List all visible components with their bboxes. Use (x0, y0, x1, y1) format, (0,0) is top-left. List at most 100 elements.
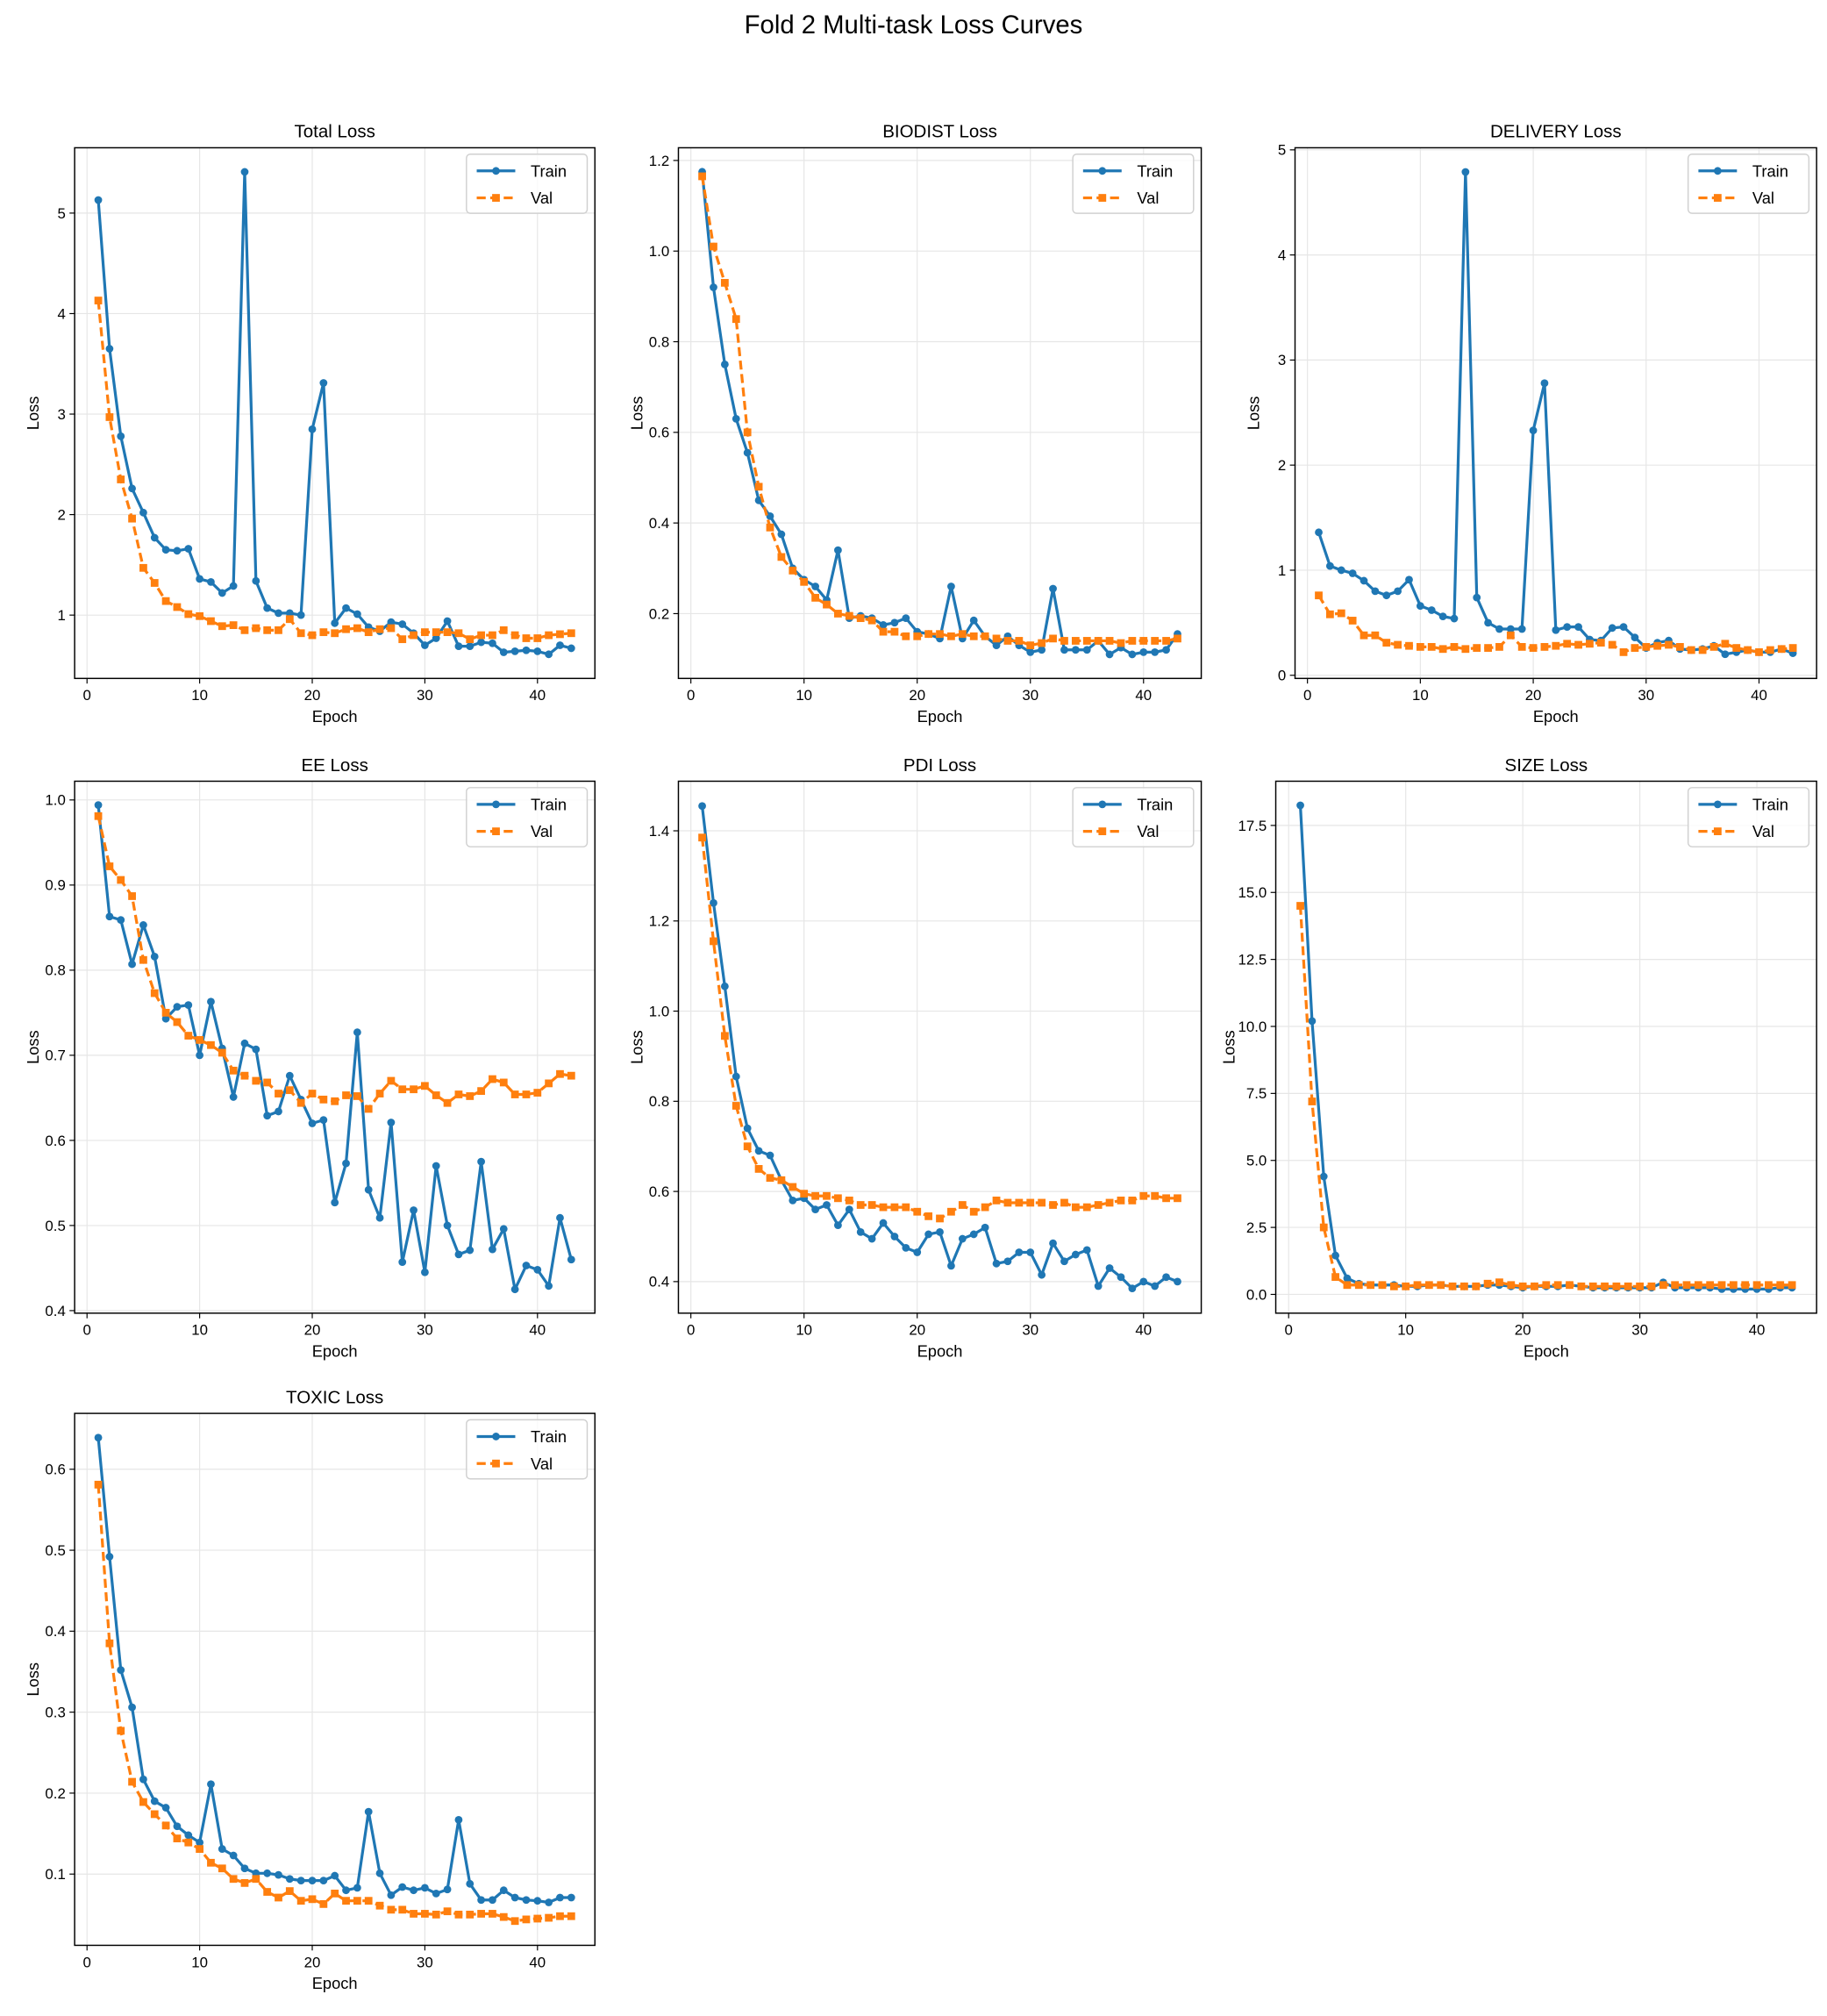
train-point (947, 1262, 955, 1270)
series-val (94, 811, 575, 1113)
val-point (510, 1090, 519, 1098)
series-val (1315, 591, 1797, 656)
val-point (1139, 637, 1148, 645)
y-axis-label: Loss (24, 1662, 42, 1697)
train-point (845, 1205, 853, 1214)
val-point (1424, 1281, 1433, 1290)
legend-train-label: Train (1137, 795, 1173, 813)
x-tick-label: 40 (1751, 687, 1767, 704)
train-point (285, 1875, 294, 1884)
series-val (698, 833, 1181, 1223)
legend: Train Val (466, 154, 589, 214)
val-point (958, 630, 967, 639)
train-point (477, 1157, 485, 1166)
train-point (522, 1262, 531, 1269)
val-point (1128, 637, 1137, 645)
y-tick-label: 0.7 (45, 1047, 65, 1064)
train-point (1162, 646, 1170, 654)
val-point (364, 628, 373, 637)
y-tick-label: 0.4 (649, 1274, 669, 1290)
axes-frame (74, 780, 596, 1314)
train-point (150, 1797, 159, 1805)
subplot-biodist-loss: 0 10 20 30 40 0.2 0.4 0.6 0.8 1.0 1.2 BIODIST Loss E… (627, 122, 1203, 726)
train-point (331, 618, 339, 627)
train-point (1105, 1264, 1114, 1272)
val-line (700, 175, 1178, 647)
train-point (105, 912, 114, 921)
val-point (296, 1897, 305, 1905)
subplot-ee-loss: 0 10 20 30 40 0.4 0.5 0.6 0.7 0.8 0.9 1.0 EE Loss Epo… (24, 755, 596, 1361)
train-point (1174, 1277, 1181, 1286)
val-point (1315, 591, 1323, 600)
val-point (1744, 646, 1752, 654)
train-point (432, 1889, 440, 1898)
x-tick-label: 20 (909, 1322, 925, 1339)
train-point (240, 1864, 249, 1873)
train-point (823, 1201, 831, 1209)
y-tick-label: 0.6 (45, 1133, 65, 1149)
val-point (319, 1095, 328, 1104)
train-point (229, 1851, 238, 1860)
val-line (96, 815, 572, 1111)
train-point (1721, 650, 1730, 659)
val-point (1495, 642, 1503, 651)
legend-box (1072, 154, 1195, 214)
val-point (94, 297, 103, 304)
val-point (1706, 1281, 1715, 1290)
subplot-total-loss: 0 10 20 30 40 1 2 3 4 5 Total Loss Epoch Loss Train Va… (24, 122, 596, 726)
train-point (1071, 1250, 1080, 1259)
train-point (161, 1804, 170, 1812)
series-val (1296, 902, 1796, 1290)
val-point (777, 553, 786, 561)
val-point (410, 631, 417, 640)
val-point (240, 626, 249, 634)
train-point (1026, 1248, 1035, 1256)
train-point (353, 610, 361, 618)
val-point (522, 1090, 531, 1098)
legend-train-label: Train (1137, 161, 1173, 180)
val-point (1394, 640, 1402, 649)
val-point (161, 1008, 170, 1017)
x-tick-label: 10 (191, 1322, 208, 1339)
train-point (1438, 612, 1447, 621)
x-tick-label: 40 (1135, 1322, 1152, 1339)
train-point (184, 1831, 193, 1840)
val-line (1298, 905, 1793, 1288)
train-point (1337, 566, 1345, 575)
val-point (1755, 647, 1763, 656)
val-point (879, 627, 888, 636)
train-point (567, 1255, 575, 1264)
train-point (128, 960, 136, 969)
legend-val-marker (492, 1459, 500, 1468)
y-tick-label: 1.2 (649, 153, 669, 169)
series-train (1315, 168, 1797, 659)
train-point (1540, 379, 1549, 388)
val-point (466, 1092, 475, 1100)
x-axis-label: Epoch (312, 1342, 358, 1361)
train-point (1360, 576, 1368, 585)
val-point (319, 1899, 328, 1908)
train-line (96, 804, 573, 1291)
val-point (1378, 1281, 1387, 1290)
train-point (522, 1896, 531, 1905)
x-tick-label: 20 (909, 687, 925, 704)
val-point (421, 1082, 429, 1090)
val-point (1619, 647, 1628, 656)
val-point (252, 624, 260, 633)
train-point (173, 1822, 182, 1831)
train-point (1128, 1284, 1137, 1292)
val-point (720, 1032, 729, 1040)
train-point (275, 1107, 282, 1116)
val-point (263, 626, 272, 634)
train-point (834, 546, 842, 554)
val-point (867, 1201, 876, 1209)
train-point (207, 997, 215, 1006)
val-point (1437, 1281, 1445, 1290)
val-point (1608, 640, 1616, 649)
y-tick-label: 0.9 (45, 877, 65, 894)
train-point (477, 1896, 485, 1905)
val-point (556, 630, 564, 639)
train-point (499, 648, 508, 656)
train-point (207, 577, 215, 586)
val-point (947, 1207, 955, 1216)
